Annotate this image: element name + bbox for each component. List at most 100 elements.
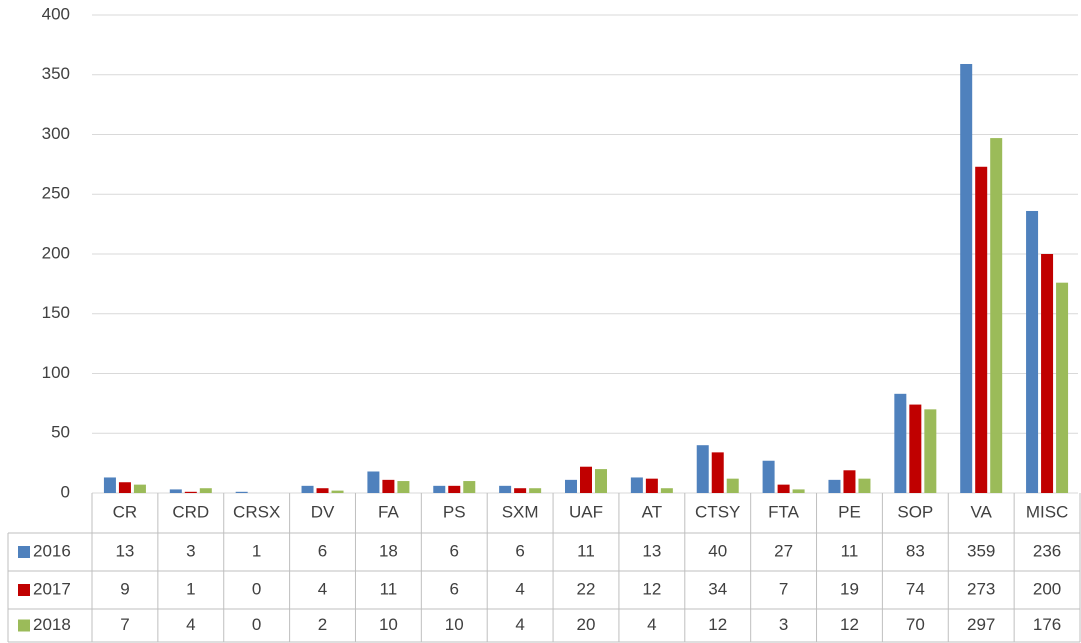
bar — [660, 488, 673, 493]
y-tick-label: 50 — [51, 423, 70, 442]
x-tick-label: CTSY — [695, 502, 740, 521]
bar — [762, 460, 775, 493]
table-cell: 18 — [379, 541, 398, 560]
table-cell: 273 — [967, 579, 995, 598]
table-cell: 4 — [647, 615, 656, 634]
x-tick-label: PS — [443, 502, 466, 521]
y-tick-label: 350 — [42, 64, 70, 83]
bar — [118, 482, 131, 493]
bar — [843, 470, 856, 493]
table-cell: 6 — [450, 579, 459, 598]
table-cell: 2 — [318, 615, 327, 634]
y-tick-label: 400 — [42, 4, 70, 23]
x-tick-label: VA — [970, 502, 992, 521]
table-cell: 70 — [906, 615, 925, 634]
bar — [184, 491, 197, 493]
bar — [630, 477, 643, 493]
legend-label: 2018 — [33, 615, 71, 634]
bar — [433, 485, 446, 493]
table-cell: 0 — [252, 579, 261, 598]
bar — [726, 478, 739, 493]
bar — [133, 484, 146, 493]
x-tick-label: UAF — [569, 502, 603, 521]
bar — [894, 393, 907, 493]
legend-swatch — [18, 546, 30, 558]
bar — [828, 479, 841, 493]
legend-swatch — [18, 584, 30, 596]
y-tick-label: 100 — [42, 363, 70, 382]
bar — [960, 63, 973, 494]
table-cell: 4 — [515, 615, 524, 634]
bar — [463, 481, 476, 493]
table-cell: 12 — [840, 615, 859, 634]
table-cell: 6 — [318, 541, 327, 560]
table-cell: 9 — [120, 579, 129, 598]
x-tick-label: FTA — [768, 502, 800, 521]
bar — [924, 409, 937, 493]
y-tick-label: 0 — [61, 482, 70, 501]
y-tick-label: 200 — [42, 243, 70, 262]
x-tick-label: MISC — [1026, 502, 1069, 521]
legend-swatch — [18, 619, 30, 632]
table-cell: 200 — [1033, 579, 1061, 598]
table-cell: 34 — [708, 579, 727, 598]
x-tick-label: CR — [113, 502, 138, 521]
table-cell: 11 — [577, 541, 595, 560]
x-tick-label: AT — [642, 502, 662, 521]
bar — [990, 138, 1003, 493]
bar — [975, 166, 988, 493]
table-cell: 236 — [1033, 541, 1061, 560]
table-cell: 74 — [906, 579, 925, 598]
table-cell: 20 — [577, 615, 596, 634]
table-cell: 22 — [577, 579, 596, 598]
bar — [382, 479, 395, 493]
bar — [711, 452, 724, 493]
table-cell: 10 — [445, 615, 464, 634]
bar — [1041, 254, 1054, 493]
legend-label: 2016 — [33, 541, 71, 560]
table-cell: 297 — [967, 615, 995, 634]
x-tick-label: FA — [378, 502, 399, 521]
table-cell: 4 — [318, 579, 327, 598]
table-cell: 11 — [380, 579, 398, 598]
bar — [909, 404, 922, 493]
table-cell: 27 — [774, 541, 793, 560]
table-cell: 176 — [1033, 615, 1061, 634]
bar — [645, 478, 658, 493]
table-cell: 12 — [642, 579, 661, 598]
x-tick-label: CRSX — [233, 502, 280, 521]
bar — [301, 485, 314, 493]
table-cell: 0 — [252, 615, 261, 634]
bar — [792, 489, 805, 493]
bar — [397, 481, 410, 493]
bar — [565, 479, 577, 493]
table-cell: 12 — [708, 615, 727, 634]
x-tick-label: CRD — [172, 502, 209, 521]
bar — [858, 478, 871, 493]
bar — [499, 485, 512, 493]
table-cell: 7 — [120, 615, 129, 634]
x-tick-label: SXM — [502, 502, 539, 521]
bar — [448, 485, 461, 493]
bar — [1056, 282, 1069, 493]
y-tick-label: 250 — [42, 184, 70, 203]
table-cell: 10 — [379, 615, 398, 634]
bar — [777, 484, 790, 493]
table-cell: 359 — [967, 541, 995, 560]
table-cell: 40 — [708, 541, 727, 560]
bar — [696, 445, 709, 493]
bar — [595, 469, 607, 493]
table-cell: 4 — [186, 615, 195, 634]
table-cell: 6 — [450, 541, 459, 560]
bar — [103, 477, 116, 493]
table-cell: 3 — [186, 541, 195, 560]
bar — [169, 489, 182, 493]
table-cell: 13 — [642, 541, 661, 560]
bar — [235, 491, 248, 493]
y-tick-label: 150 — [42, 303, 70, 322]
bar — [367, 471, 380, 493]
table-cell: 19 — [840, 579, 859, 598]
bar — [529, 488, 542, 493]
bar — [514, 488, 527, 493]
